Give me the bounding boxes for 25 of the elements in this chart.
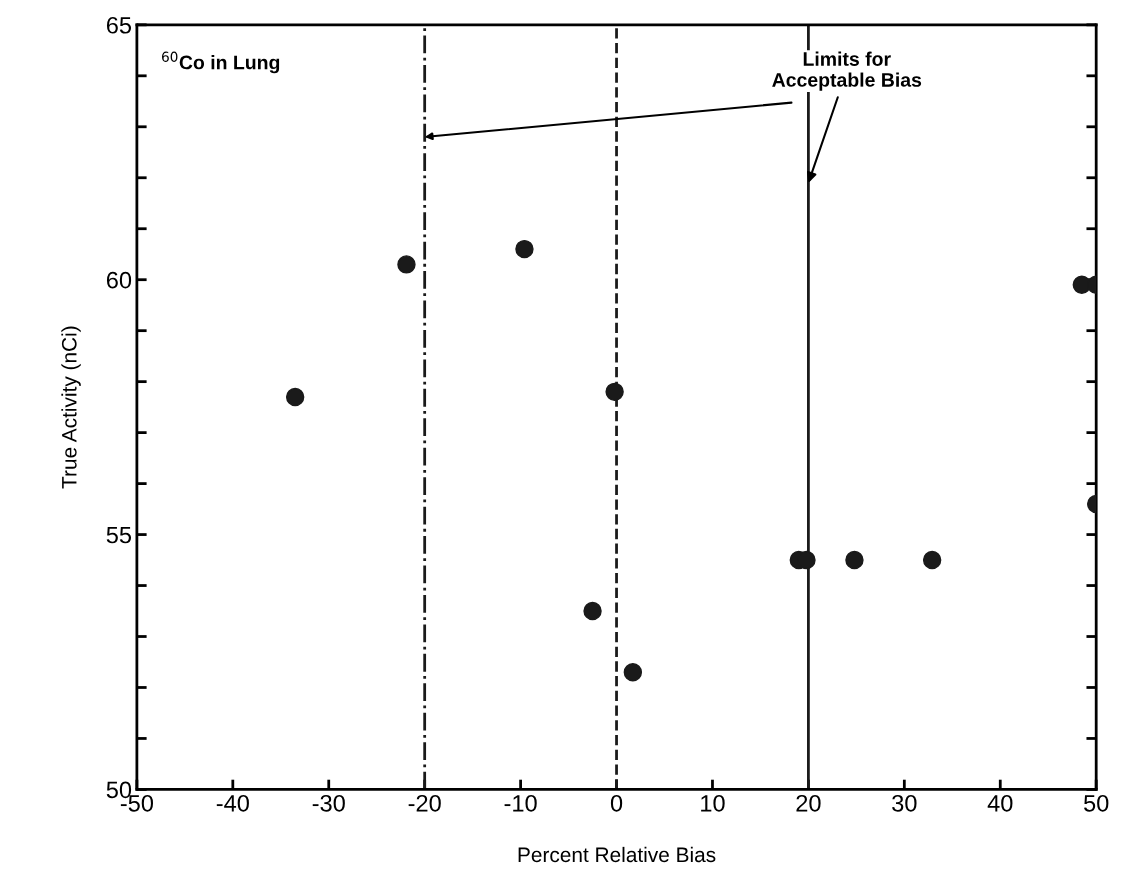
x-tick-label: -10 (504, 794, 537, 812)
annotation: Limits for Acceptable Bias (772, 51, 922, 91)
point (845, 550, 864, 570)
x-tick-label: -40 (216, 794, 249, 812)
y-tick-label: 60 (106, 271, 132, 289)
point (623, 662, 643, 682)
point (583, 601, 602, 621)
x-tick-label: 30 (892, 794, 917, 812)
point (397, 255, 416, 274)
point (515, 239, 534, 259)
x-tick-label: 10 (701, 794, 725, 812)
x-tick-label: 0 (610, 794, 623, 812)
y-tick-label: 55 (106, 526, 132, 544)
x-tick-label: -30 (312, 794, 345, 812)
x-tick-label: 50 (1084, 794, 1109, 812)
x-tick-label: 20 (796, 794, 821, 812)
x-tick-label: -20 (408, 794, 441, 812)
y-tick-label: 65 (106, 16, 132, 34)
point (605, 382, 624, 402)
x-tick-label: 40 (987, 794, 1013, 812)
point (922, 550, 942, 570)
x-axis-title: Percent Relative Bias (518, 846, 716, 863)
y-axis-title: True Activity (nCi) (61, 326, 81, 489)
point (285, 387, 305, 407)
annotation: $^{60}$Co in Lung (162, 51, 280, 74)
